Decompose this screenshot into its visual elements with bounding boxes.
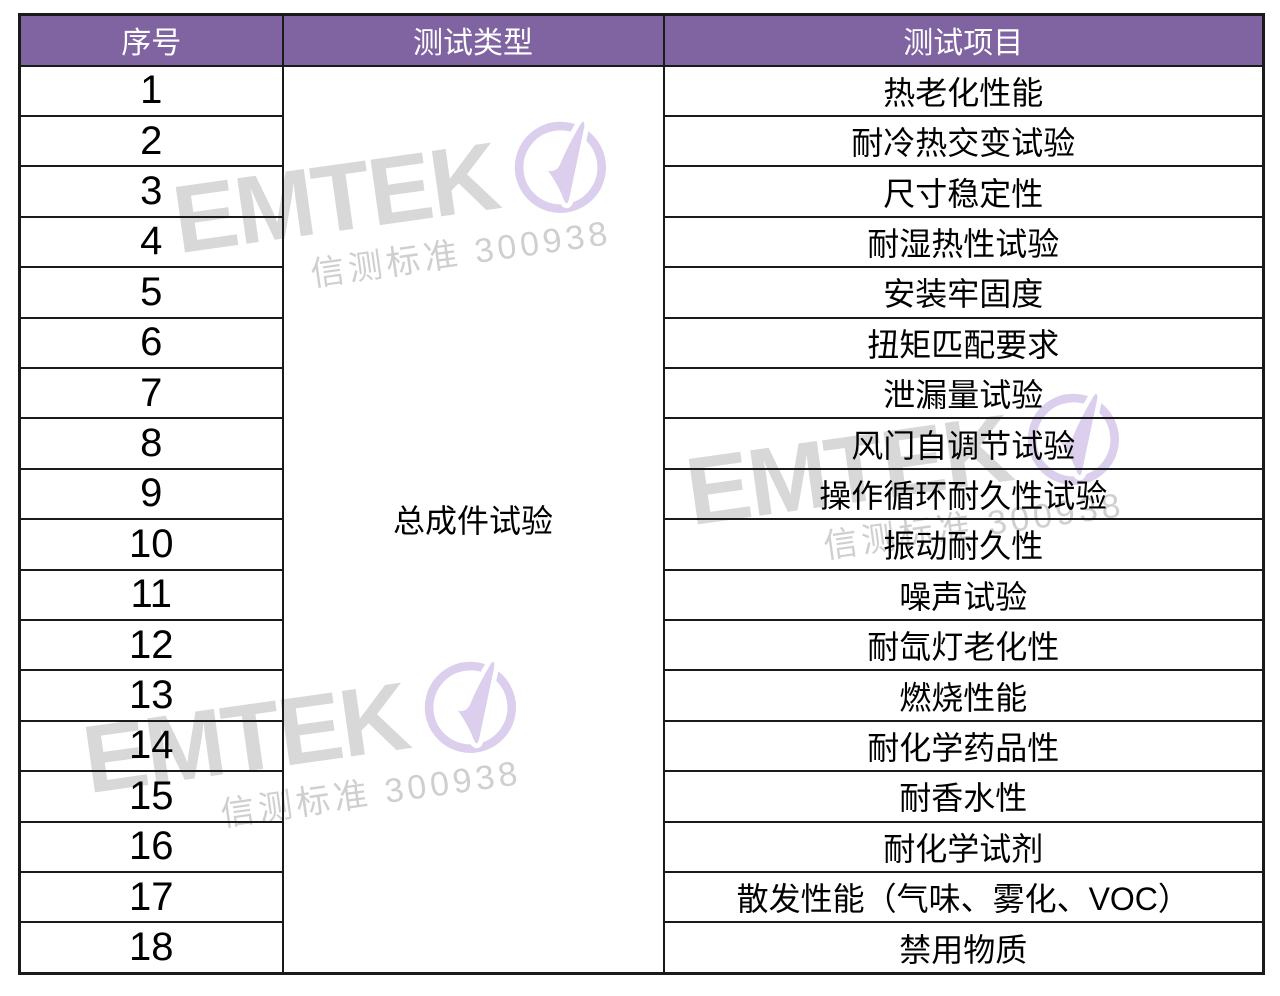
- table-row: 13 燃烧性能: [18, 669, 1265, 722]
- row-serial-number: 3: [18, 165, 284, 218]
- row-serial-number: 14: [18, 719, 284, 773]
- row-serial-number: 9: [18, 467, 284, 521]
- test-item-cell: 燃烧性能: [662, 669, 1265, 722]
- table-row: 12 耐氙灯老化性: [18, 618, 1265, 672]
- test-item-cell: 噪声试验: [662, 568, 1265, 621]
- table-row: 11 噪声试验: [18, 568, 1265, 621]
- test-item-cell: 禁用物质: [662, 921, 1265, 975]
- row-serial-number: 4: [18, 215, 284, 269]
- row-serial-number: 7: [18, 366, 284, 420]
- test-item-cell: 尺寸稳定性: [662, 165, 1265, 218]
- test-item-cell: 扭矩匹配要求: [662, 316, 1265, 369]
- test-item-cell: 风门自调节试验: [662, 417, 1265, 470]
- row-serial-number: 5: [18, 266, 284, 319]
- row-serial-number: 15: [18, 770, 284, 823]
- row-serial-number: 2: [18, 114, 284, 168]
- table-row: 18 禁用物质: [18, 921, 1265, 975]
- table-row: 7 泄漏量试验: [18, 366, 1265, 420]
- row-serial-number: 17: [18, 870, 284, 924]
- table-row: 14 耐化学药品性: [18, 719, 1265, 773]
- header-col-serial: 序号: [18, 13, 284, 67]
- test-item-cell: 耐冷热交变试验: [662, 114, 1265, 168]
- test-item-cell: 操作循环耐久性试验: [662, 467, 1265, 521]
- test-item-cell: 耐氙灯老化性: [662, 618, 1265, 672]
- test-table-container: 序号 测试类型 测试项目 1 总成件试验 热老化性能 2 耐冷热交变试验 3 尺寸稳定性 4 耐…: [18, 13, 1265, 975]
- test-item-cell: 耐化学试剂: [662, 820, 1265, 874]
- table-row: 9 操作循环耐久性试验: [18, 467, 1265, 521]
- table-row: 5 安装牢固度: [18, 266, 1265, 319]
- test-type-merged-cell: 总成件试验: [281, 64, 665, 975]
- header-col-test-item: 测试项目: [662, 13, 1265, 67]
- row-serial-number: 18: [18, 921, 284, 975]
- test-items-table: 序号 测试类型 测试项目 1 总成件试验 热老化性能 2 耐冷热交变试验 3 尺寸稳定性 4 耐…: [18, 13, 1265, 975]
- test-item-cell: 泄漏量试验: [662, 366, 1265, 420]
- row-serial-number: 6: [18, 316, 284, 369]
- test-item-cell: 安装牢固度: [662, 266, 1265, 319]
- row-serial-number: 1: [18, 64, 284, 117]
- table-row: 8 风门自调节试验: [18, 417, 1265, 470]
- row-serial-number: 12: [18, 618, 284, 672]
- test-item-cell: 耐化学药品性: [662, 719, 1265, 773]
- table-row: 16 耐化学试剂: [18, 820, 1265, 874]
- test-item-cell: 振动耐久性: [662, 518, 1265, 571]
- row-serial-number: 16: [18, 820, 284, 874]
- table-row: 1 总成件试验 热老化性能: [18, 64, 1265, 975]
- table-row: 10 振动耐久性: [18, 518, 1265, 571]
- table-row: 17 散发性能（气味、雾化、VOC）: [18, 870, 1265, 924]
- table-row: 4 耐湿热性试验: [18, 215, 1265, 269]
- table-header-row: 序号 测试类型 测试项目: [18, 13, 1265, 67]
- table-row: 2 耐冷热交变试验: [18, 114, 1265, 168]
- table-row: 3 尺寸稳定性: [18, 165, 1265, 218]
- row-serial-number: 8: [18, 417, 284, 470]
- test-item-cell: 热老化性能: [662, 64, 1265, 117]
- row-serial-number: 10: [18, 518, 284, 571]
- table-body: 1 总成件试验 热老化性能 2 耐冷热交变试验 3 尺寸稳定性 4 耐湿热性试验 5 安装牢固度 6 扭…: [18, 64, 1265, 975]
- table-row: 15 耐香水性: [18, 770, 1265, 823]
- test-item-cell: 耐湿热性试验: [662, 215, 1265, 269]
- row-serial-number: 11: [18, 568, 284, 621]
- test-item-cell: 散发性能（气味、雾化、VOC）: [662, 870, 1265, 924]
- test-item-cell: 耐香水性: [662, 770, 1265, 823]
- row-serial-number: 13: [18, 669, 284, 722]
- table-row: 6 扭矩匹配要求: [18, 316, 1265, 369]
- header-col-test-type: 测试类型: [281, 13, 665, 67]
